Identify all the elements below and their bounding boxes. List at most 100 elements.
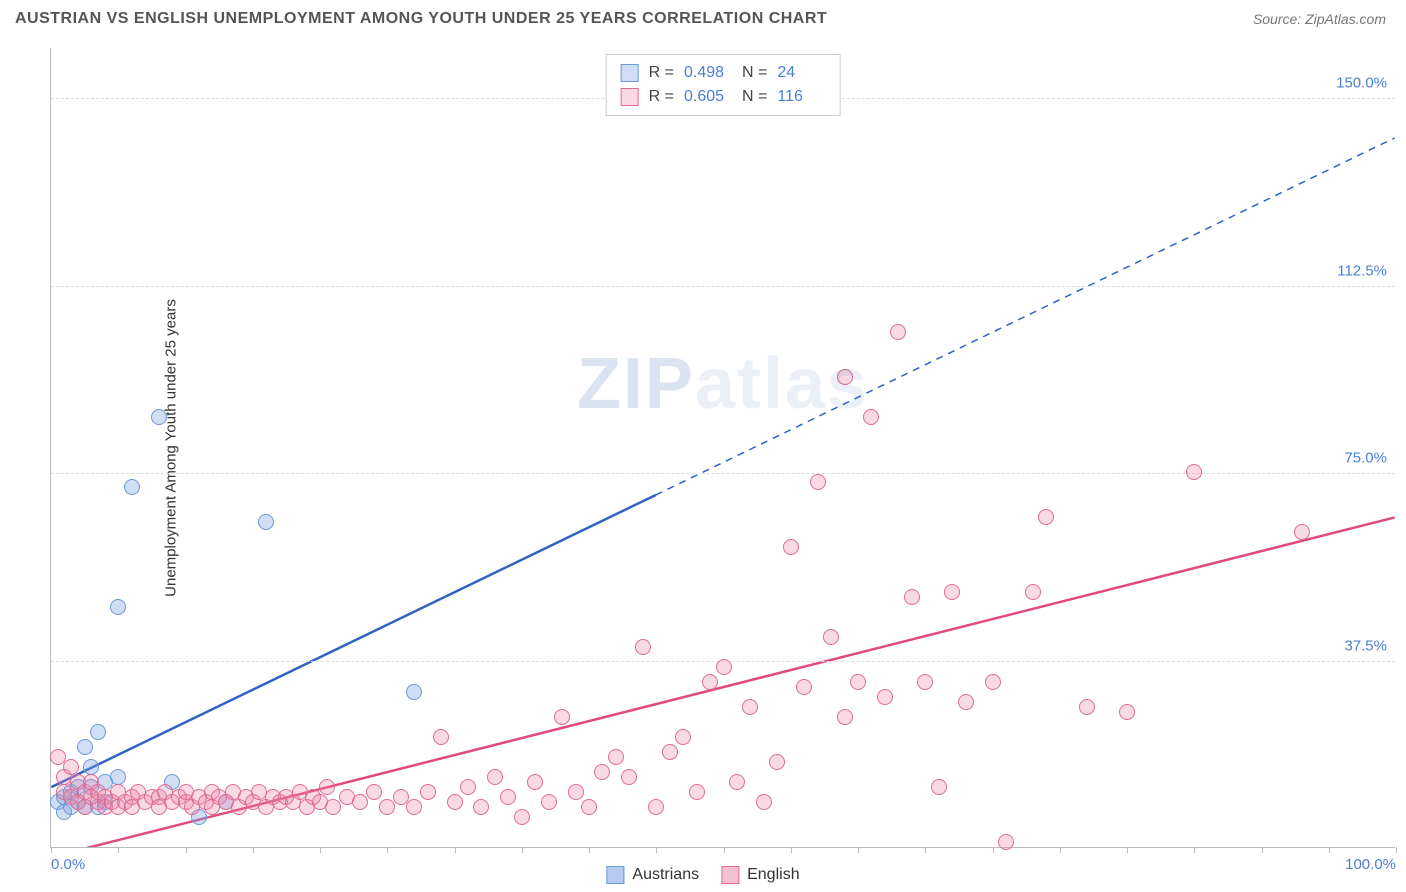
data-point	[594, 764, 610, 780]
data-point	[716, 659, 732, 675]
data-point	[904, 589, 920, 605]
data-point	[837, 709, 853, 725]
data-point	[985, 674, 1001, 690]
watermark: ZIPatlas	[577, 343, 869, 425]
data-point	[890, 324, 906, 340]
swatch-austrians	[606, 866, 624, 884]
x-tick	[1262, 847, 1263, 853]
series-legend: Austrians English	[606, 866, 799, 884]
data-point	[487, 769, 503, 785]
x-tick	[925, 847, 926, 853]
data-point	[1119, 704, 1135, 720]
data-point	[931, 779, 947, 795]
data-point	[554, 709, 570, 725]
data-point	[83, 759, 99, 775]
data-point	[124, 479, 140, 495]
data-point	[944, 584, 960, 600]
x-tick	[320, 847, 321, 853]
data-point	[406, 799, 422, 815]
swatch-english	[721, 866, 739, 884]
legend-row-austrians: R = 0.498 N = 24	[621, 61, 826, 85]
data-point	[366, 784, 382, 800]
data-point	[151, 409, 167, 425]
swatch-english	[621, 88, 639, 106]
x-tick	[791, 847, 792, 853]
x-tick	[1194, 847, 1195, 853]
y-tick-label: 37.5%	[1344, 637, 1387, 654]
data-point	[581, 799, 597, 815]
data-point	[917, 674, 933, 690]
data-point	[769, 754, 785, 770]
data-point	[325, 799, 341, 815]
data-point	[110, 769, 126, 785]
data-point	[675, 729, 691, 745]
y-tick-label: 112.5%	[1337, 262, 1387, 279]
gridline	[51, 286, 1395, 287]
data-point	[1186, 464, 1202, 480]
data-point	[863, 409, 879, 425]
data-point	[541, 794, 557, 810]
x-tick	[118, 847, 119, 853]
legend-item-english: English	[721, 866, 799, 884]
data-point	[460, 779, 476, 795]
data-point	[783, 539, 799, 555]
data-point	[1294, 524, 1310, 540]
data-point	[648, 799, 664, 815]
data-point	[319, 779, 335, 795]
x-tick	[387, 847, 388, 853]
y-tick-label: 150.0%	[1336, 75, 1387, 92]
data-point	[1025, 584, 1041, 600]
data-point	[1038, 509, 1054, 525]
data-point	[850, 674, 866, 690]
x-tick-label: 0.0%	[51, 856, 85, 873]
plot-area: ZIPatlas R = 0.498 N = 24 R = 0.605 N = …	[50, 48, 1395, 848]
data-point	[810, 474, 826, 490]
data-point	[352, 794, 368, 810]
x-tick-label: 100.0%	[1345, 856, 1396, 873]
legend-item-austrians: Austrians	[606, 866, 699, 884]
data-point	[473, 799, 489, 815]
data-point	[756, 794, 772, 810]
x-tick	[253, 847, 254, 853]
y-tick-label: 75.0%	[1344, 450, 1387, 467]
data-point	[998, 834, 1014, 850]
data-point	[406, 684, 422, 700]
x-tick	[522, 847, 523, 853]
x-tick	[858, 847, 859, 853]
x-tick	[1060, 847, 1061, 853]
data-point	[729, 774, 745, 790]
x-tick	[455, 847, 456, 853]
data-point	[635, 639, 651, 655]
data-point	[621, 769, 637, 785]
data-point	[379, 799, 395, 815]
source-attribution: Source: ZipAtlas.com	[1253, 11, 1386, 27]
x-tick	[1329, 847, 1330, 853]
data-point	[63, 759, 79, 775]
swatch-austrians	[621, 64, 639, 82]
data-point	[90, 724, 106, 740]
chart-container: Unemployment Among Youth under 25 years …	[50, 48, 1395, 848]
data-point	[796, 679, 812, 695]
data-point	[958, 694, 974, 710]
data-point	[702, 674, 718, 690]
data-point	[258, 514, 274, 530]
legend-row-english: R = 0.605 N = 116	[621, 85, 826, 109]
header: AUSTRIAN VS ENGLISH UNEMPLOYMENT AMONG Y…	[0, 0, 1406, 38]
chart-title: AUSTRIAN VS ENGLISH UNEMPLOYMENT AMONG Y…	[15, 10, 827, 28]
correlation-legend: R = 0.498 N = 24 R = 0.605 N = 116	[606, 54, 841, 116]
data-point	[689, 784, 705, 800]
data-point	[514, 809, 530, 825]
data-point	[568, 784, 584, 800]
data-point	[877, 689, 893, 705]
x-tick	[1127, 847, 1128, 853]
data-point	[823, 629, 839, 645]
data-point	[500, 789, 516, 805]
data-point	[662, 744, 678, 760]
x-tick	[993, 847, 994, 853]
data-point	[110, 599, 126, 615]
data-point	[837, 369, 853, 385]
data-point	[77, 739, 93, 755]
data-point	[742, 699, 758, 715]
data-point	[1079, 699, 1095, 715]
x-tick	[656, 847, 657, 853]
